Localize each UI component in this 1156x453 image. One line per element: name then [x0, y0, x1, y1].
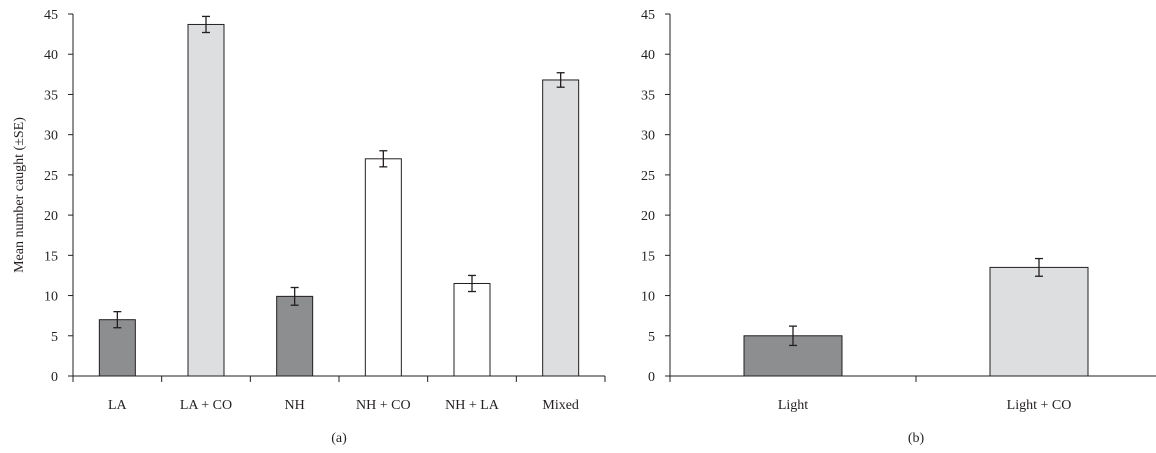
- bar-mixed: [542, 79, 580, 377]
- y-tick-label: 40: [641, 48, 655, 63]
- y-tick-label: 45: [44, 8, 58, 23]
- y-tick-label: 30: [641, 129, 655, 144]
- x-tick-label: NH: [285, 398, 305, 413]
- x-tick-label: LA: [108, 398, 128, 413]
- y-tick-label: 45: [641, 8, 655, 23]
- y-axis-title: Mean number caught (±SE): [12, 117, 27, 273]
- y-tick-label: 20: [44, 209, 58, 224]
- y-tick-label: 35: [641, 88, 655, 103]
- panel-label: (a): [331, 431, 347, 446]
- y-tick-label: 25: [641, 169, 655, 184]
- x-tick-label: LA + CO: [180, 398, 232, 413]
- bar-nh-co: [364, 158, 402, 377]
- y-tick-label: 25: [44, 169, 58, 184]
- chart-panel-a: 0 5 10 15 20 25 30 35 40 45 LA LA + CO NH NH + CO NH +…: [12, 8, 606, 446]
- x-tick-label: Mixed: [542, 398, 579, 413]
- x-tick-label: Light + CO: [1007, 398, 1072, 413]
- y-tick-label: 10: [44, 290, 58, 305]
- chart-panel-b: 0 5 10 15 20 25 30 35 40 45 Light Light + CO (b): [641, 8, 1156, 446]
- x-tick-label: Light: [778, 398, 808, 413]
- bar-light-co: [989, 266, 1089, 377]
- y-tick-label: 0: [648, 370, 655, 385]
- y-tick-label: 15: [641, 249, 655, 264]
- y-tick-label: 5: [51, 330, 58, 345]
- y-tick-label: 20: [641, 209, 655, 224]
- y-tick-label: 0: [51, 370, 58, 385]
- x-tick-label: NH + LA: [445, 398, 500, 413]
- y-tick-label: 30: [44, 129, 58, 144]
- bar-nh-la: [453, 282, 491, 377]
- panel-label: (b): [908, 431, 925, 446]
- y-tick-label: 5: [648, 330, 655, 345]
- y-tick-label: 40: [44, 48, 58, 63]
- y-tick-label: 10: [641, 290, 655, 305]
- bar-la-co: [187, 23, 225, 377]
- y-tick-label: 35: [44, 88, 58, 103]
- bar-nh: [276, 295, 314, 377]
- y-tick-label: 15: [44, 249, 58, 264]
- x-tick-label: NH + CO: [356, 398, 411, 413]
